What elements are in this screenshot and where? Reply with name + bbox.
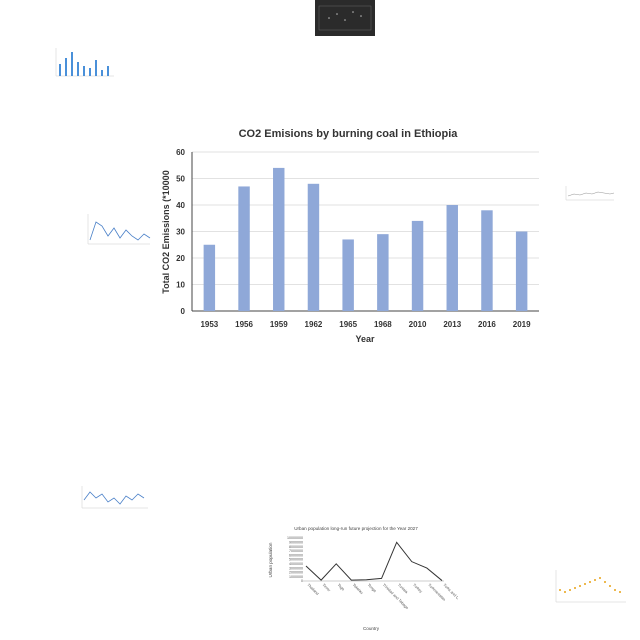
- bar-1965: [342, 239, 354, 311]
- bars: [203, 167, 528, 311]
- x-tick-label: 2013: [443, 320, 461, 329]
- urban-y-tick-label: 4000000: [289, 562, 303, 566]
- urban-y-tick-label: 6000000: [289, 553, 303, 557]
- small-line-graphic-right: [565, 186, 615, 201]
- y-tick-labels: 0 10 20 30 40 50 60: [176, 148, 185, 316]
- x-tick-label: 1953: [200, 320, 218, 329]
- urban-y-tick-label: 10000000: [287, 536, 303, 540]
- small-dot-graphic: [555, 570, 626, 603]
- x-tick-labels: 1953 1956 1959 1962 1965 1968 2010 2013 2016 2019: [200, 320, 531, 329]
- bar-2013: [446, 205, 458, 311]
- thumbnail-bar-chart: [44, 44, 116, 84]
- x-tick-label: 1962: [305, 320, 323, 329]
- thumbnail-line-chart-bottom-left: [74, 480, 150, 520]
- thumbnail-line-chart-right: [560, 178, 616, 210]
- y-tick-label: 60: [176, 148, 185, 157]
- urban-x-axis-label: Country: [363, 626, 380, 631]
- urban-y-tick-label: 5000000: [289, 558, 303, 562]
- urban-x-tick-label: Togo: [337, 583, 346, 592]
- urban-x-tick-label: Tunisia: [397, 583, 409, 595]
- y-tick-label: 30: [176, 228, 185, 237]
- grid-lines: [191, 151, 539, 312]
- x-tick-label: 2019: [513, 320, 531, 329]
- bar-1968: [377, 234, 389, 311]
- bar-1953: [203, 244, 216, 311]
- urban-x-tick-label: Tokelau: [352, 583, 364, 595]
- x-axis-label: Year: [355, 334, 375, 344]
- x-tick-label: 1965: [339, 320, 357, 329]
- urban-y-tick-label: 3000000: [289, 566, 303, 570]
- small-line-graphic: [87, 214, 151, 245]
- y-axis-label: Total CO2 Emissions (*10000: [161, 170, 171, 293]
- urban-x-tick-label: Turkey: [412, 583, 423, 594]
- urban-y-tick-label: 8000000: [289, 545, 303, 549]
- x-tick-label: 1968: [374, 320, 392, 329]
- urban-y-tick-label: 2000000: [289, 571, 303, 575]
- small-bar-graphic: [55, 48, 114, 77]
- thumbnail-dot-chart: [548, 564, 628, 610]
- thumbnail-dark-scatter: [315, 0, 375, 36]
- urban-y-tick-label: 0: [301, 579, 303, 583]
- urban-y-tick-label: 7000000: [289, 549, 303, 553]
- urban-chart-title: Urban population long-run future project…: [294, 526, 418, 531]
- urban-y-tick-label: 9000000: [289, 541, 303, 545]
- chart-title: CO2 Emisions by burning coal in Ethiopia: [239, 128, 459, 140]
- thumbnail-line-chart-left: [76, 206, 152, 260]
- y-tick-label: 20: [176, 254, 185, 263]
- y-tick-label: 0: [181, 307, 186, 316]
- x-tick-label: 1959: [270, 320, 288, 329]
- y-tick-label: 10: [176, 281, 185, 290]
- urban-y-tick-label: 1000000: [289, 575, 303, 579]
- bar-2019: [515, 231, 528, 311]
- urban-x-tick-label: Timor: [321, 583, 331, 593]
- bar-1956: [238, 186, 250, 311]
- urban-line-chart-svg: Urban population long-run future project…: [268, 526, 475, 631]
- urban-x-tick-label: Thailand: [306, 583, 319, 596]
- urban-x-tick-labels: Thailand Timor Togo Tokelau Tonga Trinidad an…: [306, 583, 475, 616]
- bar-1962: [307, 183, 320, 311]
- bar-2016: [481, 210, 493, 311]
- urban-y-axis-label: Urban population: [268, 542, 273, 577]
- y-tick-label: 40: [176, 201, 185, 210]
- y-tick-label: 50: [176, 175, 185, 184]
- urban-population-line-chart: Urban population long-run future project…: [258, 520, 475, 635]
- urban-series-line: [305, 541, 443, 581]
- co2-bar-chart-svg: CO2 Emisions by burning coal in Ethiopia…: [161, 128, 539, 344]
- urban-y-tick-labels: 0100000020000003000000400000050000006000…: [287, 536, 303, 583]
- x-tick-label: 1956: [235, 320, 253, 329]
- bar-2010: [411, 220, 424, 311]
- x-tick-label: 2010: [409, 320, 427, 329]
- bar-1959: [273, 167, 285, 311]
- urban-x-tick-label: Tonga: [367, 583, 378, 594]
- small-line-graphic-bottom: [81, 486, 148, 509]
- dark-scatter-graphic: [318, 5, 372, 31]
- x-tick-label: 2016: [478, 320, 496, 329]
- co2-bar-chart: CO2 Emisions by burning coal in Ethiopia…: [150, 120, 550, 350]
